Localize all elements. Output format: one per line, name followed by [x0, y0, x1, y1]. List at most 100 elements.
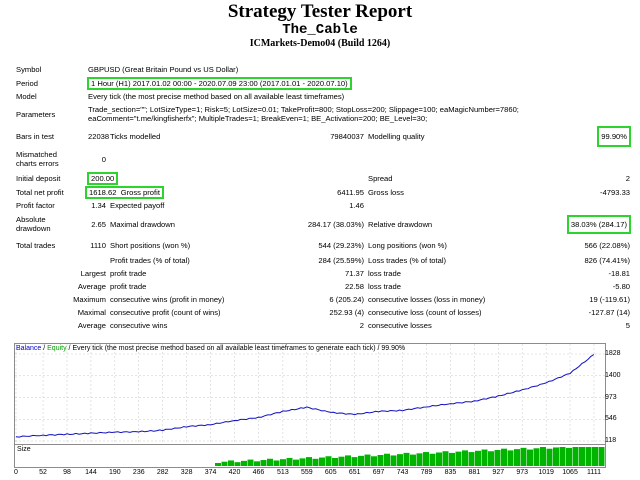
size-chart-bars: [215, 447, 605, 466]
gross-loss-label: Gross loss: [368, 187, 404, 197]
size-bar: [260, 460, 267, 466]
size-bar: [592, 447, 598, 466]
gross-profit-value: 6411.95: [337, 187, 364, 197]
row-average: Average profit trade 22.58 loss trade -5…: [14, 280, 632, 293]
size-bar: [462, 450, 468, 466]
maximum-label: Maximum: [73, 295, 106, 304]
size-bar: [449, 452, 455, 466]
mismatched-label-2: charts errors: [16, 159, 59, 168]
loss-trades-value: 826 (74.41%): [584, 256, 631, 265]
parameters-line-2: eaComment="t.me/kingfisherfx"; MultipleT…: [88, 114, 428, 123]
row-parameters: Parameters Trade_section=""; LotSizeType…: [14, 103, 632, 125]
row-largest: Largest profit trade 71.37 loss trade -1…: [14, 267, 632, 280]
report-title: Strategy Tester Report: [227, 1, 413, 22]
abs-drawdown-label-1: Absolute: [16, 215, 46, 224]
legend-balance: Balance: [16, 345, 42, 352]
size-bar: [579, 447, 585, 466]
rel-drawdown-value: 38.03% (284.17): [566, 214, 632, 234]
average-loss-value: -5.80: [612, 282, 631, 291]
size-bar: [559, 447, 566, 466]
maximal-label: Maximal: [77, 308, 106, 317]
row-maximal: Maximal consecutive profit (count of win…: [14, 306, 632, 319]
x-tick-label: 789: [420, 469, 433, 476]
size-bar: [215, 463, 221, 466]
balance-chart-plot: [15, 344, 605, 444]
report-header: Strategy Tester Report The_Cable ICMarke…: [0, 0, 640, 50]
size-bar: [442, 451, 449, 466]
legend-separator: /: [41, 345, 48, 352]
short-label: Short positions (won %): [110, 240, 191, 250]
largest-label: Largest: [80, 269, 106, 278]
size-bar: [553, 447, 559, 466]
x-tick-label: 190: [109, 469, 121, 476]
y-tick-label: 973: [605, 393, 617, 401]
model-value: Every tick (the most precise method base…: [88, 92, 345, 101]
largest-loss-label: loss trade: [368, 269, 401, 278]
symbol-label: Symbol: [16, 65, 42, 74]
short-value: 544 (29.23%): [318, 240, 364, 250]
size-bar: [403, 452, 410, 466]
size-bar: [358, 455, 364, 466]
average-label: Average: [77, 282, 106, 291]
row-profit-trades: Profit trades (% of total) 284 (25.59%) …: [14, 254, 632, 267]
size-bar: [429, 453, 436, 466]
size-bar: [533, 448, 540, 466]
x-tick-label: 98: [63, 469, 71, 476]
rel-drawdown-label: Relative drawdown: [368, 219, 433, 229]
size-bar: [351, 457, 358, 466]
quality-label: Modelling quality: [368, 131, 425, 141]
size-bar: [377, 455, 384, 466]
x-tick-label: 374: [204, 469, 217, 476]
gross-profit-label: Gross profit: [120, 187, 160, 197]
max-losses-label: consecutive losses (loss in money): [368, 295, 486, 304]
maximal-profit-label: consecutive profit (count of wins): [110, 308, 221, 317]
deposit-value: 200.00: [86, 171, 119, 185]
x-tick-label: 973: [516, 469, 529, 476]
legend-description: / Every tick (the most precise method ba…: [66, 345, 406, 352]
size-bar: [273, 460, 280, 466]
size-bar: [410, 454, 416, 466]
ea-name: The_Cable: [282, 22, 358, 38]
model-label: Model: [16, 92, 37, 101]
size-bar: [520, 447, 527, 466]
net-profit-value: 1618.62: [89, 187, 117, 197]
size-bar: [345, 455, 351, 466]
total-trades-value: 1110: [90, 240, 106, 250]
size-bar: [540, 447, 546, 466]
size-bar: [494, 449, 501, 466]
x-tick-label: 1111: [586, 469, 602, 476]
size-bar: [280, 459, 286, 466]
average-loss-label: loss trade: [368, 282, 401, 291]
size-bar: [566, 447, 572, 466]
size-bar: [455, 451, 462, 466]
ticks-label: Ticks modelled: [110, 131, 161, 141]
size-bar: [293, 459, 299, 466]
chart-legend: Balance / Equity / Every tick (the most …: [16, 345, 405, 353]
loss-trades-label: Loss trades (% of total): [368, 256, 447, 265]
gross-loss-value: -4793.33: [600, 187, 631, 197]
avg-consec-label: Average: [77, 321, 106, 330]
size-bar: [384, 453, 390, 466]
report-table: Symbol GBPUSD (Great Britain Pound vs US…: [14, 63, 632, 332]
size-bar: [423, 452, 429, 466]
quality-value: 99.90%: [597, 125, 632, 147]
maximal-loss-value: -127.87 (14): [588, 308, 631, 317]
size-label: Size: [17, 446, 31, 453]
maximal-profit-value: 252.93 (4): [329, 308, 364, 317]
balance-line: [15, 354, 595, 438]
maximal-loss-label: consecutive loss (count of losses): [368, 308, 482, 317]
long-value: 566 (22.08%): [584, 240, 631, 250]
size-bar: [299, 458, 306, 466]
size-bar: [585, 447, 592, 466]
net-profit-box: 1618.62 Gross profit: [85, 185, 164, 199]
avg-consec-losses-value: 5: [625, 321, 631, 330]
largest-loss-value: -18.81: [608, 269, 631, 278]
x-tick-label: 0: [14, 469, 18, 476]
size-bar: [312, 458, 319, 466]
y-tick-label: 546: [605, 415, 617, 423]
x-tick-label: 835: [444, 469, 457, 476]
row-total-trades: Total trades 1110 Short positions (won %…: [14, 236, 632, 254]
max-drawdown-value: 284.17 (38.03%): [307, 219, 364, 229]
mismatched-label-1: Mismatched: [16, 150, 57, 159]
max-wins-value: 6 (205.24): [329, 295, 364, 304]
